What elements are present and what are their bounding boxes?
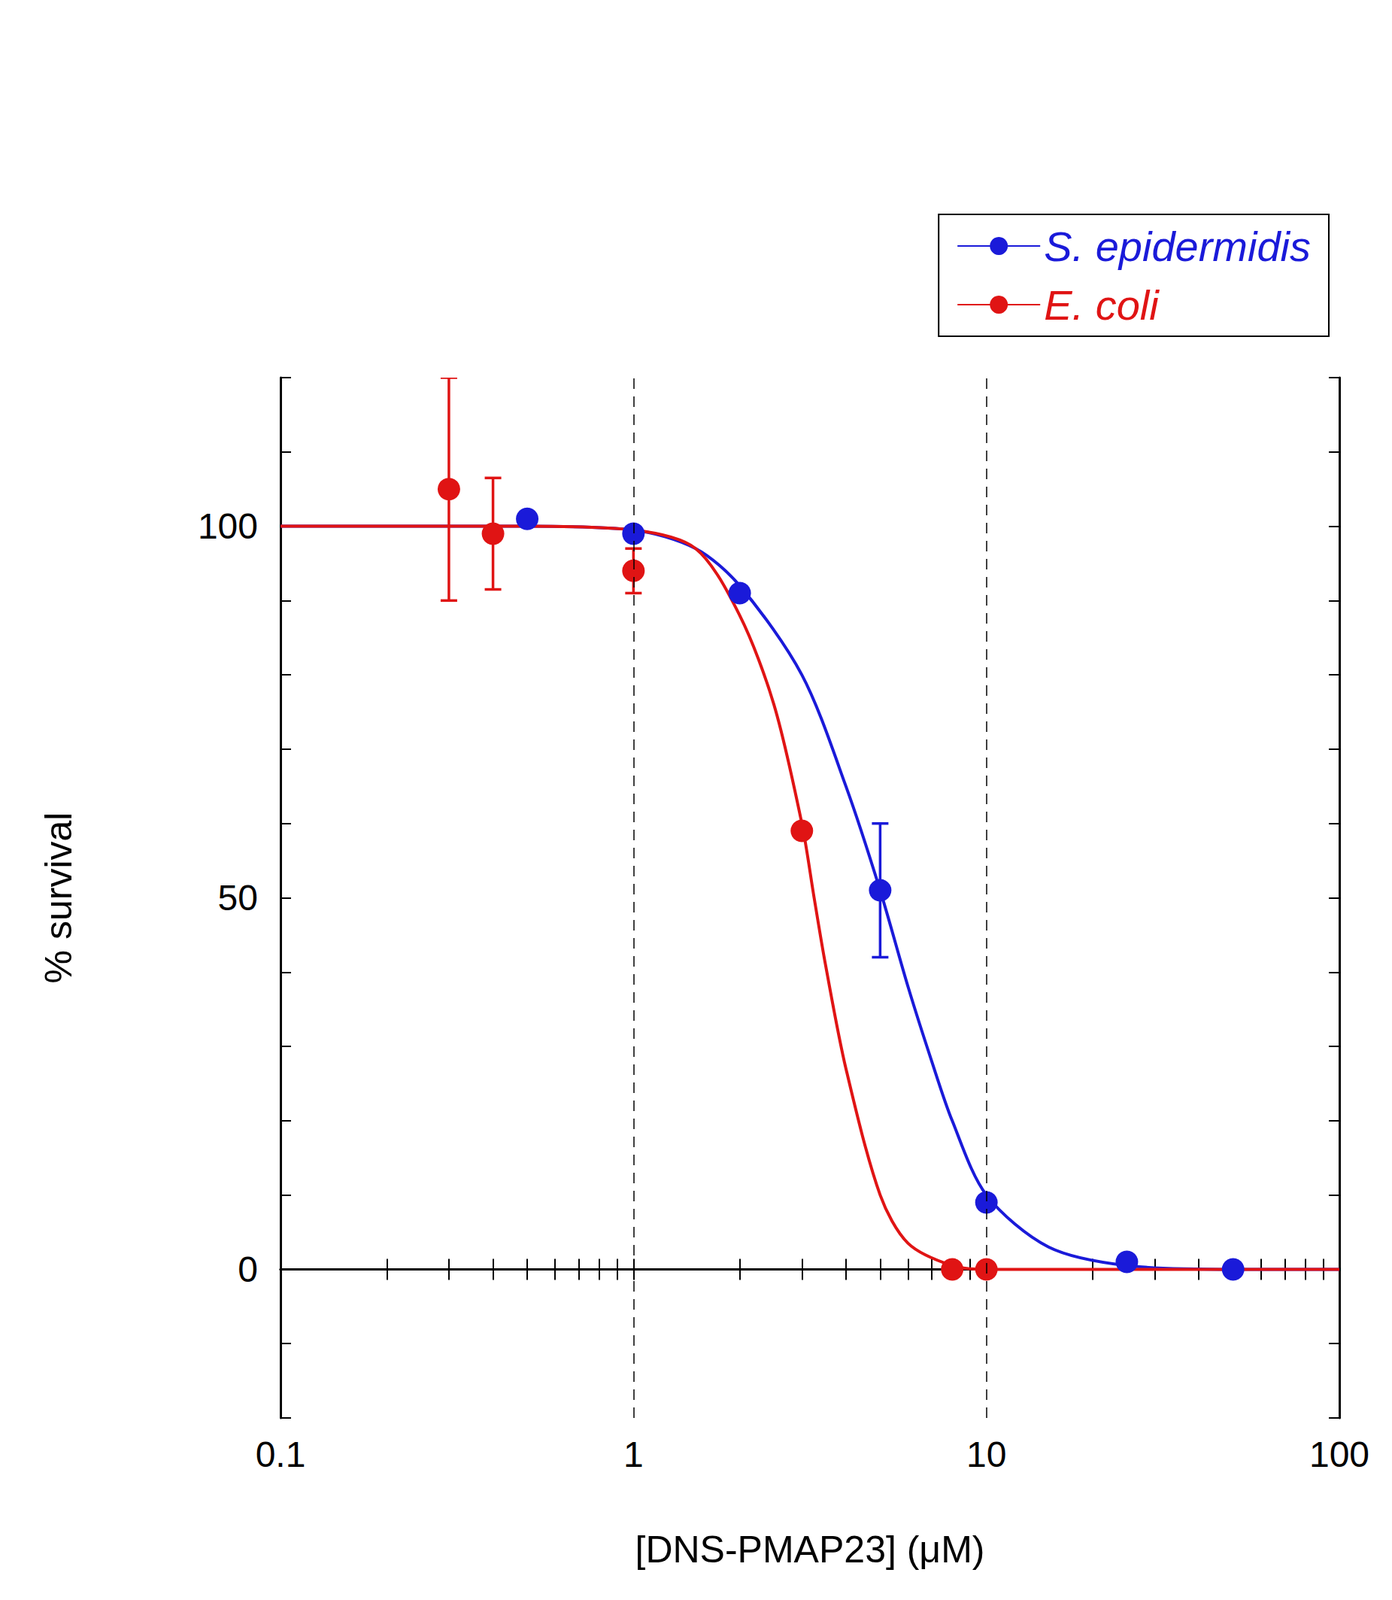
svg-text:E. coli: E. coli (1043, 281, 1160, 329)
svg-text:100: 100 (1309, 1434, 1370, 1474)
svg-text:0: 0 (237, 1249, 258, 1289)
svg-text:[DNS-PMAP23] (μM): [DNS-PMAP23] (μM) (635, 1528, 986, 1571)
svg-text:1: 1 (623, 1434, 644, 1474)
svg-text:% survival: % survival (37, 812, 80, 984)
svg-text:100: 100 (197, 506, 258, 546)
svg-text:50: 50 (218, 877, 258, 918)
svg-text:0.1: 0.1 (255, 1434, 307, 1474)
svg-text:10: 10 (966, 1434, 1007, 1474)
svg-text:S. epidermidis: S. epidermidis (1043, 222, 1311, 270)
